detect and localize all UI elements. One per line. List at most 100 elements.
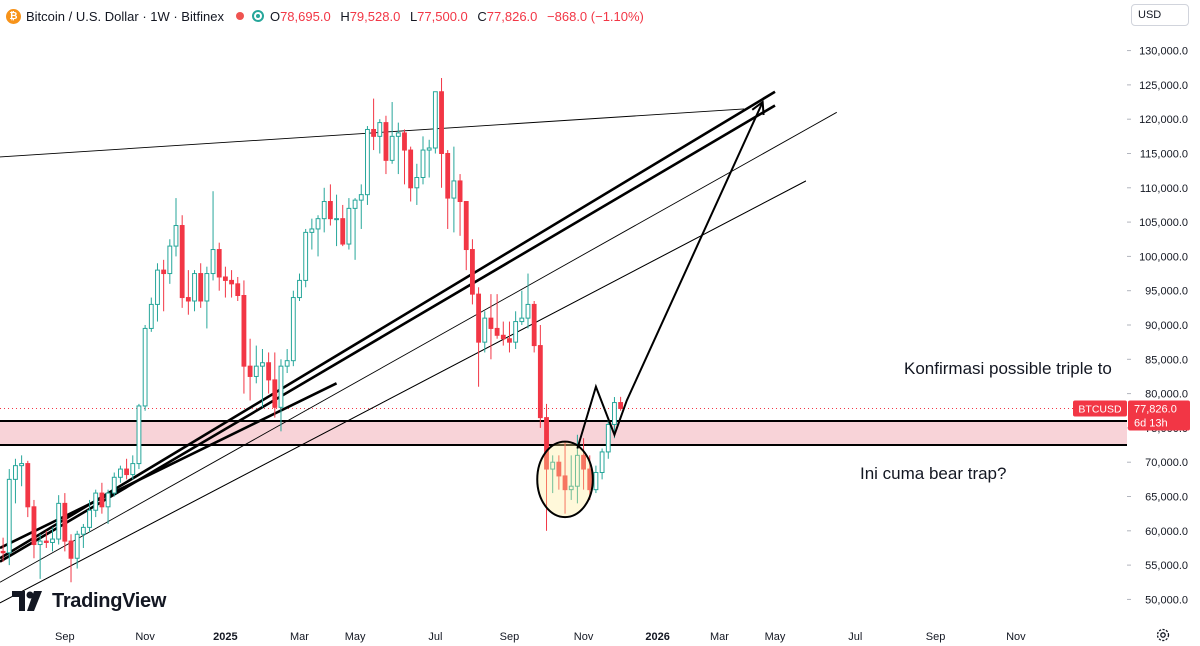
candle [19, 455, 25, 487]
candle [297, 273, 302, 301]
annotation-triple-top: Konfirmasi possible triple to [904, 359, 1112, 378]
ticker-label: BTCUSD [1078, 404, 1122, 416]
candle-body [0, 550, 6, 554]
candle [290, 290, 296, 367]
candle-body [198, 273, 204, 302]
candle-body [118, 468, 123, 478]
candle-body [568, 485, 574, 491]
candle-body [62, 502, 68, 542]
trendline [0, 382, 338, 550]
candle [562, 441, 568, 514]
bear-trap-circle [536, 440, 594, 519]
candle [432, 91, 438, 154]
candle-body [334, 218, 339, 221]
candle-body [445, 152, 451, 199]
price-tick-label: 90,000.0 [1145, 320, 1188, 332]
price-tick-label: 115,000.0 [1140, 148, 1188, 160]
time-tick-label: Nov [574, 631, 594, 643]
candle-body [297, 279, 302, 299]
candle-body [80, 526, 86, 535]
gear-icon[interactable] [1155, 627, 1171, 643]
candle [519, 290, 525, 325]
candle [513, 311, 519, 350]
candle [253, 345, 259, 384]
candle-body [469, 249, 475, 295]
candle [235, 276, 241, 301]
candle-body [161, 269, 167, 275]
candle-body [420, 149, 426, 178]
candle-body [278, 365, 284, 408]
price-change: −868.0 (−1.10%) [547, 8, 644, 24]
candle [469, 239, 475, 305]
candle [173, 198, 179, 257]
symbol-title[interactable]: Bitcoin / U.S. Dollar · 1W · Bitfinex [26, 8, 224, 24]
candle [463, 201, 469, 271]
price-tick-label: 130,000.0 [1139, 46, 1188, 58]
candle-body [432, 91, 438, 149]
candle [556, 455, 562, 490]
candle [426, 139, 432, 178]
candle [315, 215, 321, 257]
candle [507, 321, 512, 353]
visibility-eye-icon[interactable] [251, 10, 264, 22]
candle [377, 119, 383, 154]
time-tick-label: Nov [135, 631, 155, 643]
candle-body [253, 365, 259, 377]
candle-body [612, 402, 617, 425]
candle [87, 499, 92, 533]
candle-body [408, 149, 414, 189]
candlestick-series [0, 78, 624, 583]
candle-body [562, 475, 568, 491]
candle-body [192, 273, 197, 302]
candle [222, 266, 228, 298]
trendline [0, 111, 837, 583]
price-tick-label: 80,000.0 [1145, 389, 1188, 401]
candle-body [414, 177, 420, 189]
candle [284, 349, 290, 374]
candle-body [494, 327, 500, 336]
bitcoin-icon: ₿ [6, 8, 21, 24]
time-tick-label: Sep [926, 631, 946, 643]
candle-body [463, 201, 469, 251]
price-tick-label: 110,000.0 [1140, 183, 1188, 195]
candle-body [290, 297, 296, 362]
candle [525, 273, 531, 329]
candle [111, 472, 117, 497]
candle [476, 287, 482, 387]
time-tick-label: Sep [500, 631, 520, 643]
trendline [0, 180, 807, 604]
time-tick-label: Mar [710, 631, 729, 643]
candle-body [507, 338, 512, 343]
candle [247, 338, 253, 401]
candle-body [173, 225, 179, 247]
candle [494, 294, 500, 339]
candle-body [389, 135, 395, 161]
candle [0, 537, 6, 562]
candle [420, 136, 426, 185]
price-tick-label: 55,000.0 [1145, 560, 1188, 572]
currency-selector-button[interactable]: USD [1131, 4, 1189, 26]
time-tick-label: Jul [428, 631, 442, 643]
time-tick-label: May [765, 631, 786, 643]
candle [531, 300, 537, 353]
candle-body [513, 321, 519, 343]
candle [142, 325, 148, 411]
time-tick-label: Sep [55, 631, 75, 643]
candle [334, 194, 339, 247]
candle [192, 270, 197, 312]
candle [389, 102, 395, 164]
tradingview-logo: TradingView [12, 588, 166, 614]
candle-body [136, 405, 142, 465]
candle-body [204, 273, 210, 302]
candle-body [56, 502, 62, 540]
candle [130, 455, 136, 480]
price-tick-label: 65,000.0 [1145, 492, 1188, 504]
candle [482, 311, 488, 353]
candle-body [31, 506, 37, 546]
candle [445, 150, 451, 229]
candle [352, 198, 358, 260]
tradingview-logo-icon [12, 591, 42, 611]
candle-body [488, 317, 494, 329]
candle [105, 489, 111, 524]
